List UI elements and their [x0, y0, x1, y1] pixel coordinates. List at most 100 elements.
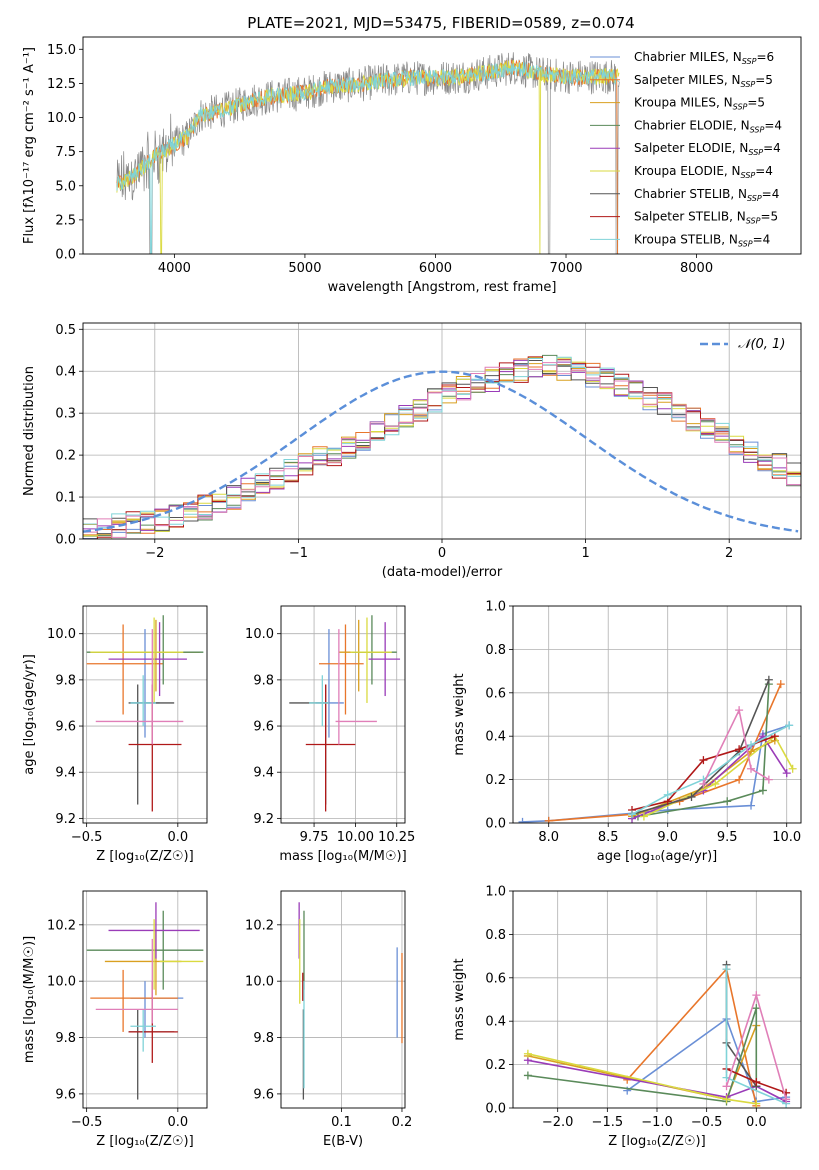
y-tick-label: 9.8 — [55, 1031, 76, 1046]
x-tick-label: 0.0 — [167, 830, 188, 845]
y-tick-label: 0.0 — [485, 817, 506, 832]
mass-weight-marker — [663, 805, 672, 814]
y-tick-label: 9.2 — [253, 812, 274, 827]
mass-weight-marker — [699, 756, 708, 765]
error-bar-point — [95, 938, 178, 1024]
x-axis-label: age [log₁₀(age/yr)] — [597, 849, 718, 864]
legend-label-main: Kroupa ELODIE, N — [634, 164, 741, 178]
panel-weight_vs_Z: −2.0 −1.5 −1.0 −0.5 0.0 0.0 0.2 0.4 0.6 0.8 1.0 Z [… — [452, 885, 802, 1149]
y-tick-label: 10.2 — [47, 918, 76, 933]
x-tick-label: −0.5 — [71, 1115, 103, 1130]
error-bar-point — [335, 629, 377, 745]
error-bar-point — [305, 684, 356, 812]
x-tick-label: 1 — [581, 546, 589, 561]
axes-frame — [512, 890, 802, 1109]
error-bar-point — [86, 624, 164, 715]
x-tick-label: 2 — [725, 546, 733, 561]
error-bar-point — [90, 617, 184, 703]
legend-label: Salpeter ELODIE, NSSP=4 — [634, 141, 781, 157]
x-tick-label: 0.0 — [746, 1115, 767, 1130]
x-axis-label: E(B-V) — [323, 1134, 363, 1149]
x-tick-label: 8.0 — [538, 830, 559, 845]
y-tick-label: 0.6 — [485, 971, 506, 986]
mass-weight-line — [626, 1017, 787, 1103]
mass-weight-marker — [788, 764, 797, 773]
legend-label-sub: SSP — [741, 80, 756, 89]
y-tick-label: 0.0 — [55, 533, 76, 548]
mass-weight-marker — [782, 769, 791, 778]
y-axis-label: mass weight — [452, 958, 467, 1040]
x-tick-label: 10.0 — [772, 830, 801, 845]
y-tick-label: 0.8 — [485, 928, 506, 943]
mass-weight-marker — [752, 1099, 761, 1108]
plot-area-mass_vs_Z — [83, 891, 207, 1108]
mass-weight-marker — [523, 1049, 532, 1058]
mass-weight-line — [527, 1059, 787, 1103]
y-tick-label: 9.6 — [253, 1087, 274, 1102]
legend-label-main: Salpeter STELIB, N — [634, 210, 746, 224]
legend-label-main: Chabrier MILES, N — [634, 50, 742, 64]
legend-label: Salpeter STELIB, NSSP=5 — [634, 210, 778, 226]
residual-histogram-step — [83, 356, 801, 539]
y-tick-label: 5.0 — [55, 179, 76, 194]
error-bar-point — [350, 617, 392, 703]
x-tick-label: 7000 — [549, 261, 582, 276]
panel-spectrum: 4000 5000 6000 7000 8000 0.0 2.5 5.0 7.5 10.0 12.5… — [22, 36, 802, 295]
x-tick-label: 9.0 — [657, 830, 678, 845]
mass-weight-marker — [723, 797, 732, 806]
error-bar-point — [95, 629, 184, 745]
legend-label-suffix: =4 — [753, 232, 771, 246]
legend-label: Kroupa ELODIE, NSSP=4 — [634, 164, 773, 180]
y-tick-label: 0.1 — [55, 491, 76, 506]
panel-age_vs_Z: −0.5 0.0 9.2 9.4 9.6 9.8 10.0 Z [log₁₀(Z/Z☉)] ag… — [22, 605, 208, 864]
plot-area-age_vs_Z — [83, 606, 207, 823]
x-tick-label: 8000 — [680, 261, 713, 276]
y-tick-label: 9.8 — [55, 673, 76, 688]
mass-weight-marker — [782, 1095, 791, 1104]
residual-histogram-step — [83, 362, 801, 538]
y-tick-label: 10.0 — [245, 975, 274, 990]
panel-weight_vs_age: 8.0 8.5 9.0 9.5 10.0 0.0 0.2 0.4 0.6 0.8 1.0 age [l… — [452, 600, 802, 864]
mass-weight-marker — [544, 816, 553, 823]
mass-weight-marker — [747, 740, 756, 749]
plot-area-mass_vs_ebv — [281, 891, 405, 1108]
plot-area-age_vs_mass — [281, 606, 405, 823]
x-tick-label: 5000 — [288, 261, 321, 276]
legend-label-suffix: =4 — [762, 187, 780, 201]
y-tick-label: 9.8 — [253, 673, 274, 688]
mass-weight-marker — [722, 965, 731, 974]
mass-weight-marker — [752, 991, 761, 1000]
error-bar-point — [309, 675, 329, 727]
plot-area-weight_vs_Z — [513, 891, 801, 1108]
mass-weight-marker — [722, 1095, 731, 1104]
legend-label-main: Chabrier STELIB, N — [634, 187, 747, 201]
model-spectrum-line — [116, 61, 620, 254]
panel-mass_vs_Z: −0.5 0.0 9.6 9.8 10.0 10.2 Z [log₁₀(Z/Z☉)] mass… — [22, 890, 208, 1149]
mass-weight-line — [637, 684, 770, 818]
x-tick-label: 0.1 — [331, 1115, 352, 1130]
x-tick-label: −1 — [289, 546, 308, 561]
y-tick-label: 9.6 — [55, 720, 76, 735]
axes-frame — [82, 322, 802, 540]
x-axis-label: mass [log₁₀(M/M☉)] — [279, 849, 406, 864]
y-tick-label: 10.0 — [47, 627, 76, 642]
x-tick-label: −1.0 — [641, 1115, 673, 1130]
x-tick-label: −0.5 — [71, 830, 103, 845]
x-tick-label: −1.5 — [592, 1115, 624, 1130]
mass-weight-marker — [764, 675, 773, 684]
y-axis-label: Normed distribution — [22, 366, 37, 496]
y-tick-label: 10.0 — [245, 627, 274, 642]
y-tick-label: 0.0 — [485, 1102, 506, 1117]
y-tick-label: 9.2 — [55, 812, 76, 827]
error-bar-point — [128, 1009, 175, 1100]
residual-histogram-step — [83, 359, 801, 531]
legend-label-sub: SSP — [746, 217, 761, 226]
mass-weight-marker — [776, 680, 785, 689]
legend-label-main: Chabrier ELODIE, N — [634, 118, 750, 132]
mass-weight-marker — [785, 721, 794, 730]
legend-label-suffix: =5 — [747, 96, 765, 110]
mass-weight-marker — [699, 779, 708, 788]
y-tick-label: 9.8 — [253, 1031, 274, 1046]
y-tick-label: 9.4 — [253, 766, 274, 781]
